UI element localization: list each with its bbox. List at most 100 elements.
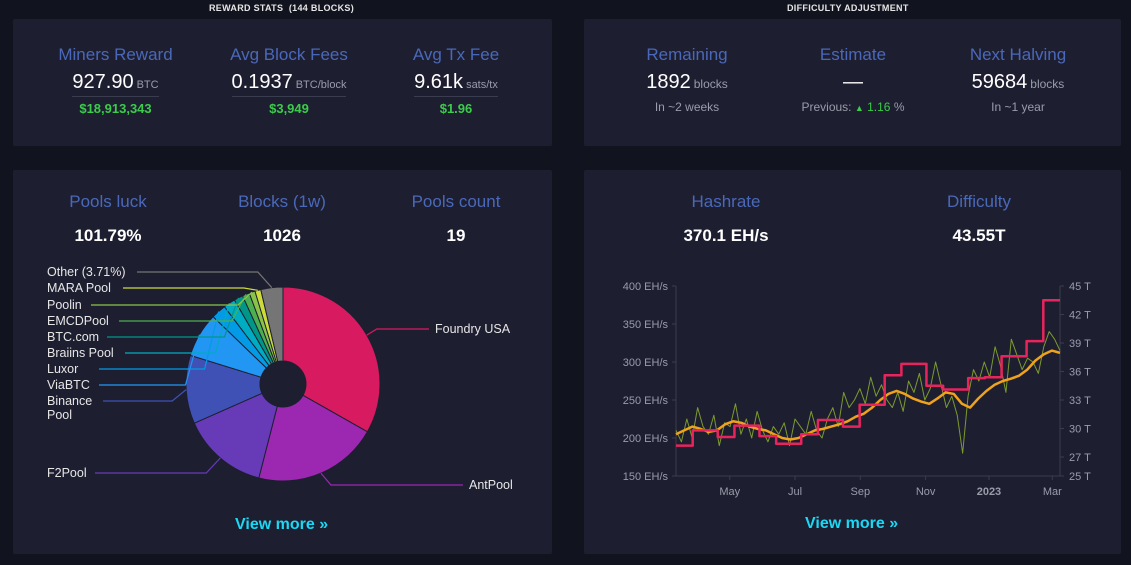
pie-leader-btc-com: [107, 297, 240, 338]
y-right-tick-label: 25 T: [1069, 471, 1091, 483]
next-halving-label: Next Halving: [969, 45, 1067, 64]
avg-tx-fee-label: Avg Tx Fee: [412, 45, 500, 64]
pie-leader-foundry-usa: [366, 328, 429, 336]
avg-block-fees-value: 0.1937: [231, 71, 293, 93]
y-right-tick-label: 36 T: [1069, 367, 1091, 379]
next-halving-sub: In ~1 year: [991, 100, 1045, 114]
pie-label-btc-com: BTC.com: [47, 330, 99, 344]
estimate-previous: Previous: ▲ 1.16 %: [783, 100, 923, 114]
hashrate-stat: Hashrate 370.1 EH/s: [661, 192, 791, 246]
hashrate-difficulty-chart: 400 EH/s 350 EH/s 300 EH/s 250 EH/s 200 EH/s…: [623, 281, 1091, 498]
miners-reward-value-wrap: 927.90 BTC: [72, 71, 159, 97]
x-tick-label: 2023: [977, 486, 1001, 498]
pie-leader-viabtc: [99, 334, 201, 386]
pie-label-braiins-pool: Braiins Pool: [47, 346, 114, 360]
pie-leader-emcdpool: [119, 294, 247, 322]
series-hashrate-daily[interactable]: [675, 331, 1061, 454]
y-right-tick-label: 45 T: [1069, 281, 1091, 293]
blocks-1w-label: Blocks (1w): [238, 192, 326, 211]
difficulty-value: 43.55T: [952, 226, 1006, 245]
reward-stats-title-text: REWARD STATS: [209, 3, 284, 13]
avg-block-fees-value-wrap: 0.1937 BTC/block: [231, 71, 347, 97]
y-right-tick-label: 39 T: [1069, 338, 1091, 350]
remaining-stat: Remaining 1892 blocks In ~2 weeks: [622, 45, 752, 114]
y-right-tick-label: 30 T: [1069, 424, 1091, 436]
series-hashrate-1w-avg[interactable]: [675, 349, 1061, 441]
arrow-up-icon: ▲: [854, 103, 864, 113]
y-left-tick-label: 300 EH/s: [623, 357, 669, 369]
pie-leader-antpool: [320, 472, 463, 486]
pools-view-more-link[interactable]: View more »: [235, 516, 329, 533]
pie-label-emcdpool: EMCDPool: [47, 314, 109, 328]
pools-count-label: Pools count: [411, 192, 501, 211]
avg-tx-fee-value: 9.61k: [414, 71, 464, 93]
avg-tx-fee-fiat: $1.96: [439, 101, 473, 116]
estimate-previous-label: Previous:: [801, 100, 852, 114]
pie-slice-antpool[interactable]: [258, 394, 369, 482]
next-halving-stat: Next Halving 59684 blocks In ~1 year: [953, 45, 1083, 114]
estimate-value: —: [843, 71, 863, 93]
miners-reward-unit: BTC: [136, 79, 159, 91]
x-tick-label: Nov: [916, 486, 936, 498]
hashrate-view-more-link[interactable]: View more »: [805, 515, 899, 532]
pie-leader-mara-pool: [123, 287, 258, 291]
estimate-label: Estimate: [819, 45, 887, 64]
pie-leader-other-3-71: [137, 271, 273, 289]
y-right-tick-label: 27 T: [1069, 452, 1091, 464]
remaining-label: Remaining: [646, 45, 728, 64]
y-left-tick-label: 350 EH/s: [623, 319, 669, 331]
x-tick-label: Jul: [788, 486, 802, 498]
pie-label-poolin: Poolin: [47, 298, 82, 312]
pie-label-antpool: AntPool: [469, 478, 513, 492]
blocks-1w-value: 1026: [263, 226, 301, 245]
estimate-stat: Estimate — Previous: ▲ 1.16 %: [783, 45, 923, 114]
hashrate-value: 370.1 EH/s: [683, 226, 769, 245]
x-tick-label: Sep: [851, 486, 871, 498]
pie-label-viabtc: ViaBTC: [47, 378, 90, 392]
avg-block-fees-unit: BTC/block: [295, 79, 347, 91]
pie-slice-foundry-usa[interactable]: [282, 286, 381, 433]
pie-label-binance: Binance: [47, 394, 92, 408]
hashrate-label: Hashrate: [691, 192, 761, 211]
y-left-tick-label: 150 EH/s: [623, 471, 669, 483]
avg-block-fees-fiat: $3,949: [269, 101, 309, 116]
x-tick-label: Mar: [1043, 486, 1062, 498]
avg-tx-fee-value-wrap: 9.61k sats/tx: [414, 71, 498, 97]
remaining-unit: blocks: [693, 77, 728, 91]
y-left-tick-label: 400 EH/s: [623, 281, 669, 293]
miners-reward-fiat: $18,913,343: [79, 101, 152, 116]
estimate-previous-value: 1.16: [867, 100, 891, 114]
blocks-1w-stat: Blocks (1w) 1026: [227, 192, 337, 246]
avg-block-fees-stat: Avg Block Fees 0.1937 BTC/block $3,949: [214, 45, 364, 116]
y-left-tick-label: 200 EH/s: [623, 433, 669, 445]
avg-block-fees-label: Avg Block Fees: [230, 45, 348, 64]
difficulty-adjustment-title: DIFFICULTY ADJUSTMENT: [787, 3, 909, 13]
pools-luck-stat: Pools luck 101.79%: [53, 192, 163, 246]
pie-label-foundry-usa: Foundry USA: [435, 322, 511, 336]
pie-leader-binance-pool: [103, 389, 187, 402]
difficulty-stat: Difficulty 43.55T: [914, 192, 1044, 246]
reward-stats-card: Miners Reward 927.90 BTC $18,913,343 Avg …: [13, 19, 552, 146]
pie-slice-other-3-71[interactable]: [260, 286, 284, 363]
estimate-previous-unit: %: [893, 100, 905, 114]
difficulty-label: Difficulty: [947, 192, 1011, 211]
miners-reward-value: 927.90: [72, 71, 134, 93]
pools-luck-label: Pools luck: [69, 192, 147, 211]
next-halving-value: 59684: [971, 71, 1028, 93]
next-halving-unit: blocks: [1030, 77, 1065, 91]
miners-reward-stat: Miners Reward 927.90 BTC $18,913,343: [53, 45, 178, 116]
pie-label-pool: Pool: [47, 408, 72, 422]
pie-label-luxor: Luxor: [47, 362, 78, 376]
pools-count-stat: Pools count 19: [401, 192, 511, 246]
y-left-tick-label: 250 EH/s: [623, 395, 669, 407]
reward-stats-blocks-note: (144 BLOCKS): [288, 3, 354, 13]
avg-tx-fee-unit: sats/tx: [466, 79, 498, 91]
series-difficulty[interactable]: [676, 299, 1060, 447]
avg-tx-fee-stat: Avg Tx Fee 9.61k sats/tx $1.96: [396, 45, 516, 116]
pie-leader-poolin: [91, 291, 253, 306]
x-tick-label: May: [719, 486, 740, 498]
remaining-value: 1892: [646, 71, 691, 93]
y-right-tick-label: 42 T: [1069, 310, 1091, 322]
y-right-tick-label: 33 T: [1069, 395, 1091, 407]
